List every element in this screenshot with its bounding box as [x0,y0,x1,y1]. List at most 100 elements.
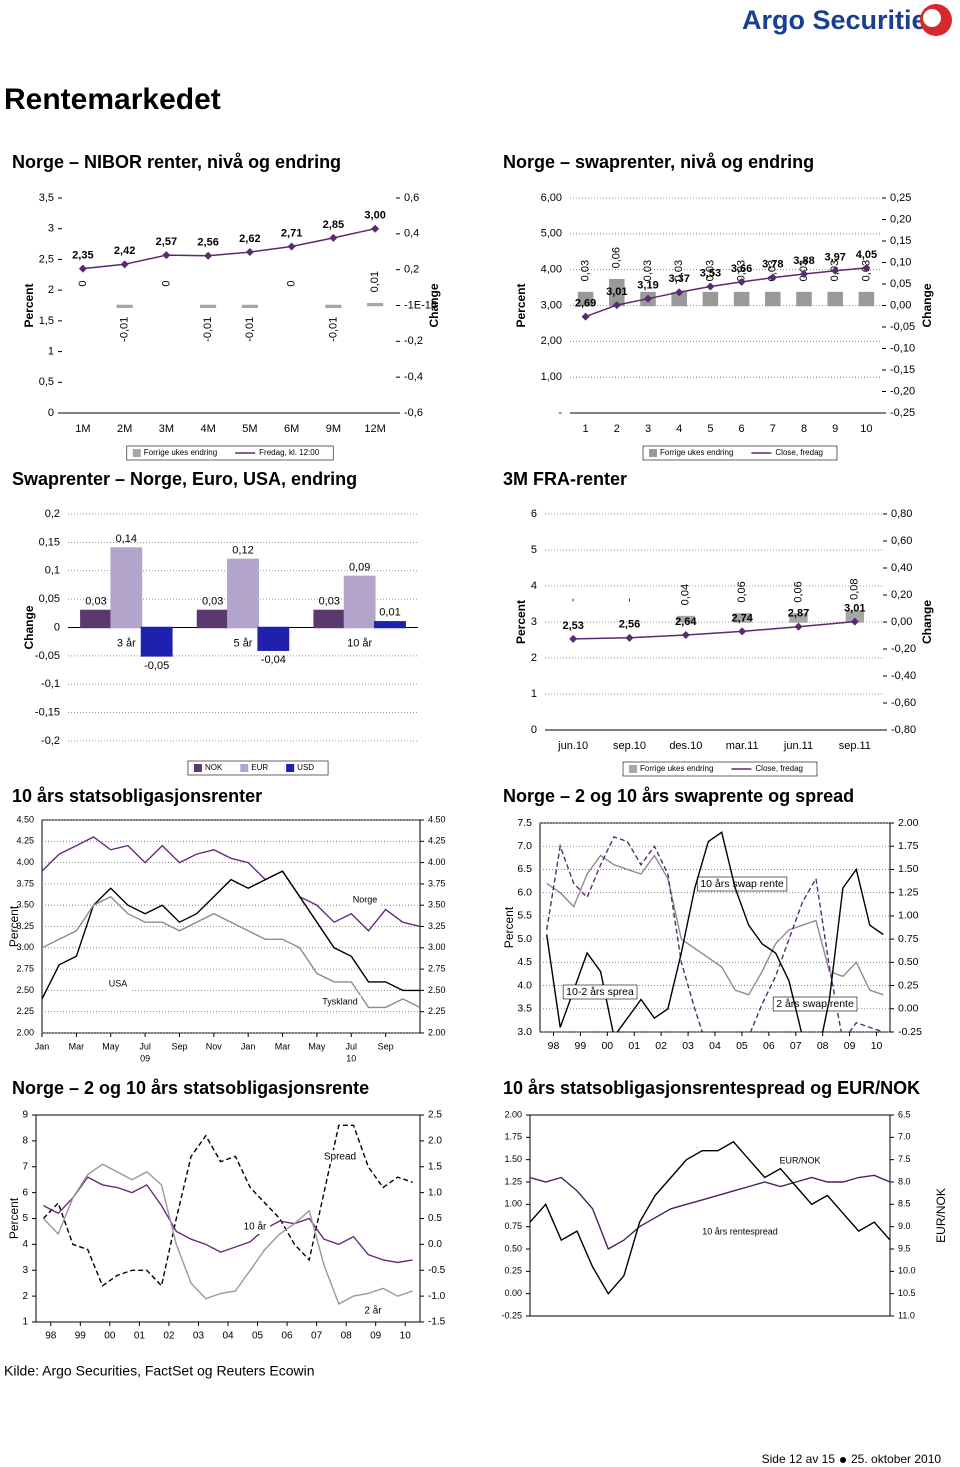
y2-tick-label: -0,2 [404,335,423,347]
point-value-label: 2,74 [731,612,753,624]
y-tick-label: 3.25 [16,921,34,931]
y-tick-label: 0,1 [45,565,60,577]
y2-tick-label: 2.50 [428,985,446,995]
point-value-label: 2,57 [156,236,177,248]
y2-tick-label: 2.0 [428,1136,442,1147]
chart-title: 10 års statsobligasjonsrentespread og EU… [503,1078,920,1098]
bar-value-label: -0,05 [144,660,169,672]
marker [850,617,859,626]
y-tick-label: 6.0 [517,886,532,898]
page-title: Rentemarkedet [4,83,221,116]
y-tick-label: 0 [54,621,60,633]
y-tick-label: 0,15 [39,536,60,548]
y-axis-label: Change [22,605,36,649]
series-label: 10 års swap rente [700,878,784,890]
y2-tick-label: 0,2 [404,264,419,276]
y-tick-label: 4.0 [517,979,532,991]
y-tick-label: -0,15 [35,707,60,719]
x-tick-label: 04 [709,1040,721,1052]
x-tick-label: 07 [311,1331,323,1342]
legend-label: Forrige ukes endring [660,448,733,457]
y-tick-label: 1 [531,688,537,700]
x-tick-label: 3M [159,423,174,435]
bar [116,304,133,309]
series-label: Norge [353,894,378,904]
y-tick-label: -0,05 [35,650,60,662]
y2-axis-label: Change [920,600,934,644]
page-number: Side 12 av 15 [762,1452,836,1466]
y-tick-label: 1.50 [504,1154,522,1164]
y2-tick-label: 3.50 [428,900,446,910]
y-tick-label: 3.5 [517,1003,532,1015]
marker [800,269,808,278]
y2-tick-label: -0,10 [890,342,915,354]
bar-value-label: 0,03 [580,260,592,281]
x-tick-label: 10 [871,1040,883,1052]
bar-value-label: - [567,598,579,602]
marker [644,294,652,303]
point-value-label: 2,69 [575,298,596,310]
point-value-label: 2,71 [281,227,302,239]
y-tick-label: 1.25 [504,1176,522,1186]
x-tick-label: 10 [860,423,872,435]
point-value-label: 3,66 [731,263,752,275]
legend-label: Close, fredag [775,448,823,457]
y2-tick-label: 0,00 [891,616,912,628]
x-tick-label: 02 [163,1331,175,1342]
point-value-label: 3,37 [668,273,689,285]
bar-value-label: 0,03 [319,595,340,607]
point-value-label: 3,78 [762,258,783,270]
chart-title: Norge – NIBOR renter, nivå og endring [12,152,341,172]
x-tick-label: 06 [763,1040,775,1052]
series-line [43,1176,413,1264]
y2-tick-label: 10.0 [898,1266,916,1276]
y-tick-label: 4 [22,1239,28,1250]
bar [325,304,342,309]
x-tick-label: 04 [222,1331,234,1342]
marker [794,622,803,631]
marker [371,224,380,233]
y-tick-label: 8 [22,1136,28,1147]
legend: NOK EUR USD [193,763,314,772]
y2-tick-label: 0,80 [891,508,912,520]
chart-title: Norge – 2 og 10 års swaprente og spread [503,786,854,806]
bar [196,609,229,629]
y-tick-label: 3 [22,1265,28,1276]
series-line [546,854,884,996]
x-tick-label: 09 [370,1331,382,1342]
y2-tick-label: 0,60 [891,535,912,547]
y2-tick-label: 1.5 [428,1161,442,1172]
series-label-bg [696,876,788,892]
x-tick-label: Jan [35,1041,50,1051]
bar [827,291,843,307]
x-tick-label: 3 [645,423,651,435]
y2-tick-label: 2.00 [428,1027,446,1037]
x-tick-label: 8 [801,423,807,435]
point-value-label: 3,88 [793,255,814,267]
bar-value-label: 0,06 [736,581,748,602]
y-tick-label: 2 [48,284,54,296]
logo-icon-inner [923,9,941,27]
marker [581,312,590,321]
point-value-label: 3,01 [606,286,627,298]
x-tick-label: Jul [346,1041,358,1051]
x-tick-label: May [308,1041,326,1051]
series-label: 10-2 års sprea [566,986,634,998]
x-tick-label: jun.10 [557,740,588,752]
bar-value-label: 0,08 [849,578,861,599]
bar-value-label: 0 [286,280,298,286]
x-tick-label: jun.11 [783,740,813,752]
y-tick-label: 5.5 [517,910,532,922]
y2-tick-label: 0,4 [404,228,419,240]
legend-label: Forrige ukes endring [640,764,713,773]
legend: Forrige ukes endring Close, fredag [629,764,803,773]
y2-tick-label: 1.00 [898,910,919,922]
y2-tick-label: 1.75 [898,840,919,852]
y-axis-label: Percent [502,906,516,948]
x-tick-label: 1 [583,423,589,435]
point-value-label: 3,01 [844,603,865,615]
y2-tick-label: 2.00 [898,817,919,829]
legend-label: EUR [251,763,268,772]
x-tick-label: Jan [241,1041,256,1051]
marker [287,242,296,251]
